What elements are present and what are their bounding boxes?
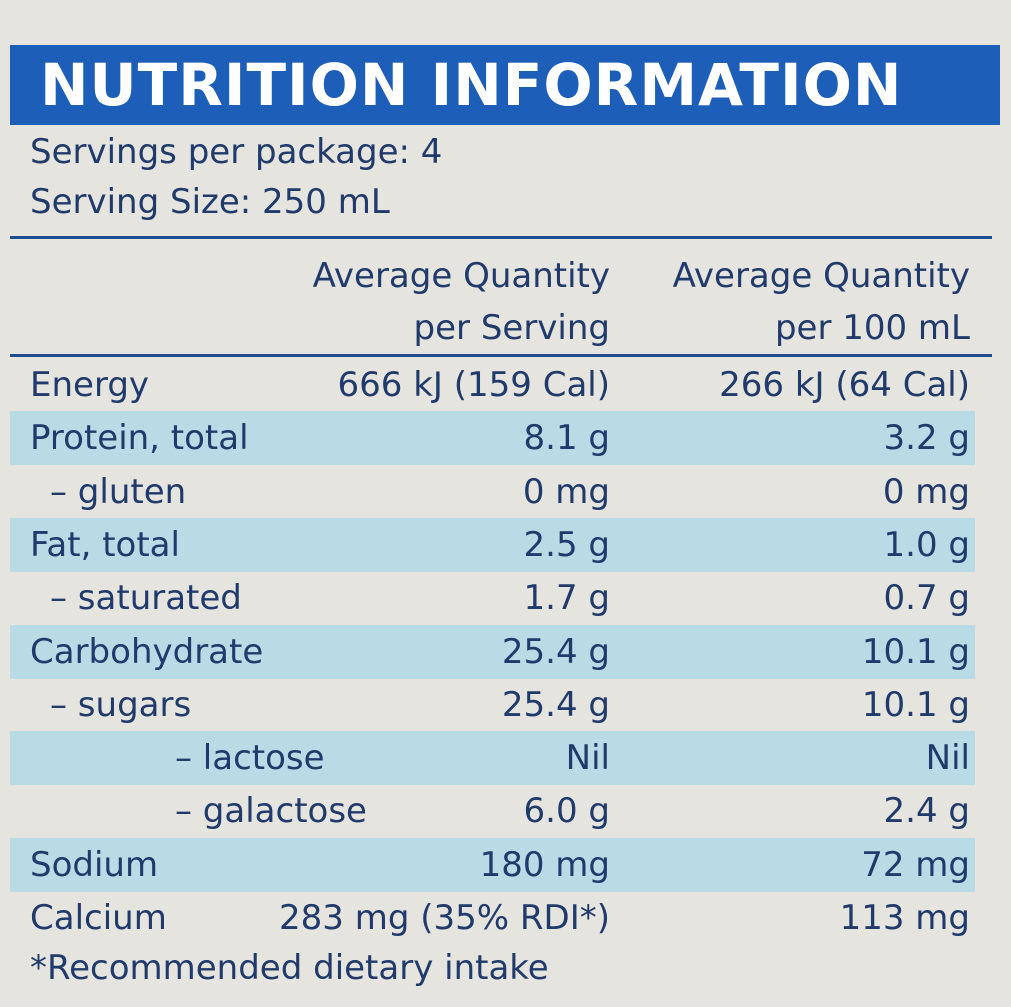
table-row: Energy 666 kJ (159 Cal) 266 kJ (64 Cal) — [10, 358, 975, 412]
nutrient-value: 1.7 g — [523, 578, 610, 619]
table-row: – lactose Nil Nil — [10, 731, 975, 786]
nutrient-value: 3.2 g — [883, 418, 970, 459]
column-header: Average Quantity per Serving — [312, 256, 610, 348]
nutrient-value: 10.1 g — [861, 684, 970, 725]
rule — [10, 236, 992, 239]
nutrient-value: 10.1 g — [861, 631, 970, 672]
nutrient-value: 666 kJ (159 Cal) — [337, 365, 610, 405]
nutrient-value: 0.7 g — [883, 578, 970, 619]
nutrient-value: 283 mg (35% RDI*) — [279, 898, 610, 938]
serving-size: Serving Size: 250 mL — [30, 182, 390, 222]
table-row: – galactose 6.0 g 2.4 g — [10, 784, 975, 838]
nutrient-value: 113 mg — [839, 898, 970, 938]
nutrient-value: 0 mg — [522, 471, 610, 512]
nutrient-label: Sodium — [30, 844, 159, 885]
nutrient-value: 25.4 g — [501, 684, 610, 725]
nutrient-value: 8.1 g — [523, 418, 610, 459]
nutrient-label: Carbohydrate — [30, 631, 264, 672]
table-row: Calcium 283 mg (35% RDI*) 113 mg — [10, 891, 975, 945]
nutrient-label: – gluten — [50, 471, 187, 512]
footnote: *Recommended dietary intake — [30, 948, 549, 988]
column-header: Average Quantity per 100 mL — [672, 256, 970, 348]
nutrient-value: 6.0 g — [523, 791, 610, 832]
table-row: Sodium 180 mg 72 mg — [10, 837, 975, 892]
nutrient-value: 72 mg — [861, 844, 970, 885]
nutrient-label: – saturated — [50, 578, 242, 619]
servings: Servings per package: 4 — [30, 132, 443, 172]
nutrient-value: 266 kJ (64 Cal) — [719, 365, 970, 405]
nutrient-value: Nil — [925, 738, 970, 779]
table-row: Fat, total 2.5 g 1.0 g — [10, 517, 975, 572]
title: NUTRITION INFORMATION — [10, 45, 1000, 125]
nutrient-label: Fat, total — [30, 524, 180, 565]
nutrient-label: – lactose — [175, 738, 325, 779]
table-row: – saturated 1.7 g 0.7 g — [10, 571, 975, 625]
nutrient-label: Protein, total — [30, 418, 249, 459]
table-row: Protein, total 8.1 g 3.2 g — [10, 411, 975, 466]
nutrient-label: Calcium — [30, 898, 167, 938]
table-row: – sugars 25.4 g 10.1 g — [10, 678, 975, 732]
nutrient-value: 2.5 g — [523, 524, 610, 565]
nutrient-value: Nil — [565, 738, 610, 779]
table-row: – gluten 0 mg 0 mg — [10, 465, 975, 519]
nutrient-value: 1.0 g — [883, 524, 970, 565]
nutrient-value: 2.4 g — [883, 791, 970, 832]
nutrient-value: 180 mg — [479, 844, 610, 885]
table-row: Carbohydrate 25.4 g 10.1 g — [10, 624, 975, 679]
nutrient-value: 0 mg — [882, 471, 970, 512]
nutrient-label: – galactose — [175, 791, 367, 832]
nutrient-label: Energy — [30, 365, 150, 405]
nutrient-label: – sugars — [50, 684, 192, 725]
rule — [10, 354, 992, 357]
nutrient-value: 25.4 g — [501, 631, 610, 672]
